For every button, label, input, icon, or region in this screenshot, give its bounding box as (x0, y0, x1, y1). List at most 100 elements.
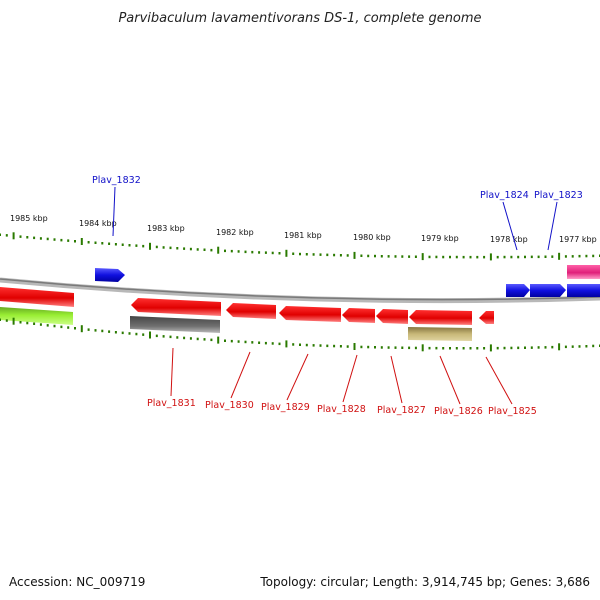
upper-major-tick (558, 252, 561, 260)
gene-plav-1826-olive[interactable] (408, 327, 472, 341)
upper-major-tick (217, 246, 220, 254)
lower-minor-tick (326, 344, 329, 348)
gene-forward-partial[interactable] (567, 284, 600, 297)
lower-minor-tick (524, 346, 526, 349)
tick-label-1979: 1979 kbp (421, 234, 459, 243)
upper-minor-tick (74, 240, 76, 243)
gene-label-plav-1824[interactable]: Plav_1824 (480, 190, 529, 201)
leader-line (547, 201, 558, 251)
upper-minor-tick (387, 255, 390, 258)
gene-label-plav-1825[interactable]: Plav_1825 (488, 406, 537, 417)
gene-label-plav-1827[interactable]: Plav_1827 (377, 405, 426, 416)
lower-minor-tick (299, 343, 301, 346)
lower-minor-tick (449, 347, 451, 350)
upper-minor-tick (305, 253, 308, 256)
lower-minor-tick (401, 346, 404, 349)
upper-minor-tick (510, 255, 513, 259)
upper-major-tick (421, 253, 424, 261)
gene-label-plav-1826[interactable]: Plav_1826 (434, 406, 483, 417)
upper-minor-tick (33, 236, 36, 240)
lower-minor-tick (128, 332, 131, 335)
upper-minor-tick (530, 255, 533, 259)
upper-minor-tick (394, 255, 397, 258)
gene-plav-1832[interactable] (95, 268, 125, 282)
lower-minor-tick (26, 321, 29, 325)
upper-minor-tick (592, 254, 595, 258)
lower-minor-tick (189, 337, 192, 340)
upper-minor-tick (319, 253, 322, 256)
gene-label-plav-1828[interactable]: Plav_1828 (317, 404, 366, 415)
leader-line (286, 353, 309, 401)
gene-label-plav-1823[interactable]: Plav_1823 (534, 190, 583, 201)
gene-label-plav-1831[interactable]: Plav_1831 (147, 398, 196, 409)
lower-minor-tick (442, 347, 445, 350)
gene-plav-1830[interactable] (226, 303, 276, 319)
lower-minor-tick (510, 346, 513, 350)
gene-label-plav-1829[interactable]: Plav_1829 (261, 402, 310, 413)
lower-minor-tick (176, 336, 179, 339)
gene-plav-1823[interactable] (530, 284, 566, 297)
upper-major-tick (149, 242, 151, 250)
gene-plav-1827[interactable] (376, 309, 408, 324)
bottom-gene-labels: Plav_1831 Plav_1830 Plav_1829 Plav_1828 … (147, 347, 537, 417)
lower-minor-tick (87, 328, 90, 331)
lower-minor-tick (312, 344, 315, 347)
lower-minor-tick (19, 321, 22, 324)
lower-major-tick (217, 336, 220, 344)
lower-minor-tick (271, 342, 274, 345)
upper-minor-tick (135, 244, 138, 247)
lower-minor-tick (230, 339, 233, 343)
upper-minor-tick (367, 254, 370, 258)
gene-lime-partial[interactable] (0, 307, 73, 325)
gene-label-plav-1832[interactable]: Plav_1832 (92, 175, 141, 186)
upper-minor-tick (442, 255, 445, 259)
lower-minor-tick (367, 345, 370, 349)
tick-label-1982: 1982 kbp (216, 228, 254, 237)
upper-minor-tick (346, 254, 349, 257)
upper-minor-tick (333, 253, 336, 257)
upper-minor-tick (401, 255, 404, 258)
lower-minor-tick (476, 347, 479, 350)
lower-minor-tick (387, 346, 390, 349)
lower-minor-tick (455, 347, 458, 350)
upper-minor-tick (299, 252, 301, 256)
lower-minor-tick (196, 337, 199, 341)
upper-minor-tick (339, 254, 342, 257)
lower-minor-tick (380, 346, 383, 349)
gene-pink-partial[interactable] (567, 265, 600, 279)
upper-minor-tick (517, 255, 520, 259)
gene-plav-1826[interactable] (409, 310, 472, 325)
gene-plav-1828[interactable] (342, 308, 375, 323)
lower-minor-tick (237, 340, 240, 343)
upper-minor-tick (39, 237, 42, 240)
gene-plav-1829[interactable] (279, 306, 341, 322)
upper-minor-tick (524, 255, 526, 259)
upper-minor-tick (428, 255, 431, 259)
lower-minor-tick (564, 345, 567, 349)
upper-minor-tick (114, 243, 117, 246)
upper-minor-tick (87, 241, 90, 244)
upper-minor-tick (230, 249, 233, 253)
lower-minor-tick (592, 344, 595, 348)
tick-label-1978: 1978 kbp (490, 235, 528, 244)
gene-reverse-partial[interactable] (0, 287, 74, 307)
gene-plav-1825[interactable] (479, 311, 494, 324)
lower-minor-tick (292, 343, 295, 346)
upper-minor-tick (5, 234, 8, 237)
gene-plav-1831[interactable] (131, 298, 221, 316)
upper-minor-tick (53, 238, 56, 241)
upper-minor-tick (258, 251, 261, 254)
upper-major-tick (489, 253, 492, 261)
upper-minor-tick (264, 251, 267, 254)
gene-plav-1831-dark[interactable] (130, 316, 220, 333)
tick-label-1980: 1980 kbp (353, 233, 391, 242)
gene-plav-1824[interactable] (506, 284, 530, 297)
lower-minor-tick (33, 322, 36, 325)
upper-minor-tick (326, 253, 329, 257)
upper-minor-tick (544, 255, 547, 258)
lower-minor-tick (135, 332, 138, 336)
lower-minor-tick (108, 330, 111, 333)
lower-minor-tick (142, 333, 145, 336)
gene-label-plav-1830[interactable]: Plav_1830 (205, 400, 254, 411)
